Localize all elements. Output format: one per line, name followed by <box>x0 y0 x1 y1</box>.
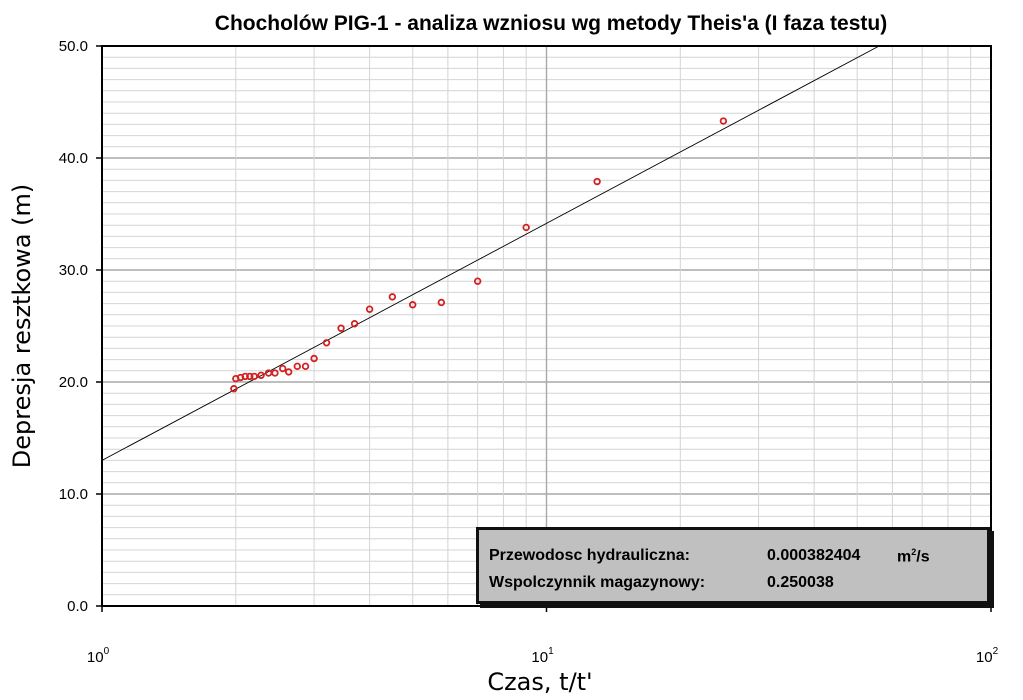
data-point <box>250 372 258 381</box>
fit-line-group <box>101 45 880 461</box>
data-point <box>408 301 417 309</box>
data-point <box>246 372 254 381</box>
data-point <box>388 293 397 301</box>
x-axis-label: Czas, t/t' <box>487 668 592 696</box>
transmissivity-unit: m2/s <box>897 547 930 566</box>
fit-line <box>101 45 880 461</box>
data-point <box>322 339 331 347</box>
transmissivity-label: Przewodosc hydrauliczna: <box>489 547 690 564</box>
transmissivity-value: 0.000382404 <box>767 547 861 564</box>
data-point <box>593 177 601 186</box>
data-point <box>301 362 310 371</box>
data-point <box>522 223 530 232</box>
unit-exponent: 2 <box>911 547 917 557</box>
data-point <box>279 364 287 373</box>
unit-base: m <box>897 548 912 566</box>
data-point <box>365 305 374 313</box>
data-point <box>310 354 318 363</box>
x-tick-labels: 100 101 102 <box>87 606 999 666</box>
y-tick-label: 20.0 <box>59 374 88 391</box>
data-point <box>337 324 345 332</box>
y-tick-label: 10.0 <box>59 486 88 503</box>
grid <box>101 45 991 607</box>
results-info-box: Przewodosc hydrauliczna: 0.000382404 m2/… <box>476 527 990 604</box>
data-point <box>264 369 273 377</box>
data-point <box>293 362 301 371</box>
chart-title: Chocholów PIG-1 - analiza wzniosu wg met… <box>215 12 887 35</box>
x-tick-label: 102 <box>976 646 999 666</box>
data-point <box>257 371 265 379</box>
y-tick-label: 40.0 <box>59 150 88 167</box>
x-tick-label: 100 <box>87 646 110 666</box>
data-point <box>271 369 279 377</box>
y-tick-label: 30.0 <box>59 262 88 279</box>
data-point <box>719 117 728 125</box>
storage-value: 0.250038 <box>767 574 834 591</box>
unit-tail: /s <box>916 548 930 566</box>
data-point <box>437 298 446 307</box>
data-point <box>241 372 249 381</box>
data-point <box>284 368 293 376</box>
y-axis-label: Depresja resztkowa (m) <box>8 184 36 469</box>
y-tick-label: 50.0 <box>59 38 88 55</box>
y-tick-labels: 0.0 10.0 20.0 30.0 40.0 50.0 <box>59 38 102 615</box>
data-points <box>230 117 728 393</box>
data-point <box>230 385 238 393</box>
data-point <box>350 320 359 328</box>
storage-label: Wspolczynnik magazynowy: <box>489 574 706 591</box>
data-point <box>473 277 482 285</box>
x-tick-label: 101 <box>531 646 554 666</box>
y-tick-label: 0.0 <box>67 598 88 615</box>
